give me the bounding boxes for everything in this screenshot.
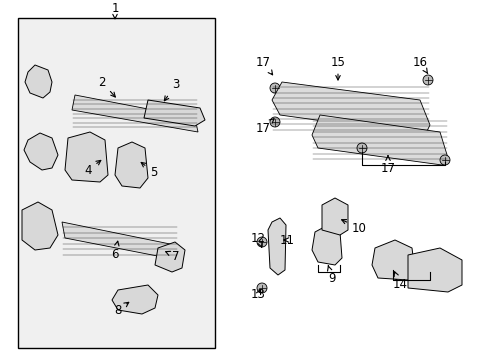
Polygon shape xyxy=(25,65,52,98)
Text: 13: 13 xyxy=(250,288,265,302)
Polygon shape xyxy=(155,242,184,272)
Bar xyxy=(18,18,215,348)
Text: 6: 6 xyxy=(111,241,119,261)
Polygon shape xyxy=(271,82,429,135)
Text: 2: 2 xyxy=(98,76,115,97)
Polygon shape xyxy=(112,285,158,314)
Text: 10: 10 xyxy=(341,220,366,234)
Text: 4: 4 xyxy=(84,161,101,176)
Text: 8: 8 xyxy=(114,302,128,316)
Circle shape xyxy=(422,75,432,85)
Polygon shape xyxy=(24,133,58,170)
Text: 14: 14 xyxy=(392,272,407,292)
Polygon shape xyxy=(62,222,178,260)
Text: 17: 17 xyxy=(380,156,395,175)
Text: 15: 15 xyxy=(330,55,345,80)
Text: 17: 17 xyxy=(255,55,272,75)
Polygon shape xyxy=(267,218,285,275)
Polygon shape xyxy=(115,142,148,188)
Text: 17: 17 xyxy=(255,119,273,135)
Circle shape xyxy=(269,83,280,93)
Polygon shape xyxy=(311,225,341,265)
Text: 12: 12 xyxy=(250,231,265,247)
Text: 9: 9 xyxy=(327,266,335,284)
Polygon shape xyxy=(407,248,461,292)
Polygon shape xyxy=(143,100,204,126)
Polygon shape xyxy=(22,202,58,250)
Circle shape xyxy=(356,143,366,153)
Polygon shape xyxy=(311,115,447,165)
Circle shape xyxy=(257,237,266,247)
Polygon shape xyxy=(371,240,414,280)
Text: 16: 16 xyxy=(412,55,427,74)
Polygon shape xyxy=(321,198,347,235)
Text: 3: 3 xyxy=(164,78,179,101)
Text: 7: 7 xyxy=(165,249,179,262)
Text: 5: 5 xyxy=(141,162,157,179)
Polygon shape xyxy=(65,132,108,182)
Text: 1: 1 xyxy=(111,1,119,19)
Text: 11: 11 xyxy=(280,234,294,247)
Circle shape xyxy=(439,155,449,165)
Polygon shape xyxy=(72,95,198,132)
Circle shape xyxy=(269,117,280,127)
Circle shape xyxy=(257,283,266,293)
